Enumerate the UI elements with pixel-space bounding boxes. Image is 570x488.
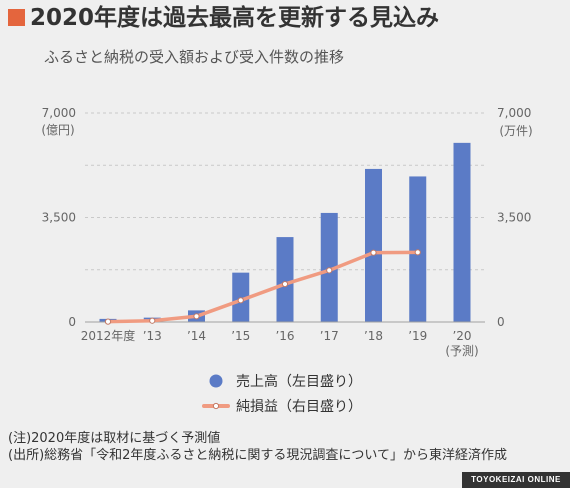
- line-series: [104, 249, 421, 325]
- line-point: [370, 249, 377, 256]
- line-series-points: [104, 249, 421, 325]
- left-axis: (億円) 0 3,500 7,000: [41, 106, 76, 329]
- line-point: [149, 317, 156, 324]
- x-tick-label: ’17: [320, 329, 339, 343]
- combo-chart: (億円) 0 3,500 7,000 (万件) 0 3,500 7,000 2012年度…: [41, 106, 533, 415]
- brand-footer: TOYOKEIZAI ONLINE: [462, 472, 570, 488]
- x-tick-label: ’15: [231, 329, 250, 343]
- line-point: [414, 249, 421, 256]
- line-point: [193, 313, 200, 320]
- x-tick-label: ’20: [452, 329, 471, 343]
- line-point: [326, 267, 333, 274]
- title-marker: [8, 9, 25, 26]
- x-tick-label: ’19: [408, 329, 427, 343]
- bar-series: [99, 142, 471, 322]
- left-tick-label: 0: [68, 315, 76, 329]
- footnotes: (注)2020年度は取材に基づく予測値 (出所)総務省「令和2年度ふるさと納税に…: [8, 430, 507, 464]
- right-tick-label: 0: [497, 315, 505, 329]
- left-tick-label: 7,000: [42, 106, 76, 120]
- legend-bar-label: 売上高（左目盛り）: [236, 373, 362, 390]
- bar: [453, 142, 471, 322]
- line-point: [104, 318, 112, 325]
- line-point: [281, 280, 289, 288]
- legend-item-bar: 売上高（左目盛り）: [209, 373, 362, 390]
- brand-label: TOYOKEIZAI ONLINE: [471, 475, 561, 484]
- right-tick-label: 3,500: [497, 211, 531, 225]
- right-axis: (万件) 0 3,500 7,000: [497, 106, 533, 329]
- source-footnote: (出所)総務省「令和2年度ふるさと納税に関する現況調査について」から東洋経済作成: [8, 448, 508, 463]
- x-tick-label: ’13: [143, 329, 162, 343]
- forecast-footnote: (注)2020年度は取材に基づく予測値: [8, 431, 221, 446]
- x-tick-label: ’18: [364, 329, 383, 343]
- left-axis-unit: (億円): [41, 123, 74, 137]
- legend: 売上高（左目盛り） 純損益（右目盛り）: [202, 373, 362, 415]
- line-series-path: [106, 250, 420, 324]
- x-axis-labels: 2012年度 ’13 ’14 ’15 ’16 ’17 ’18 ’19 ’20(予測): [81, 328, 479, 358]
- forecast-note: (予測): [445, 344, 478, 358]
- x-tick-label: 2012年度: [81, 328, 136, 343]
- chart-title: 2020年度は過去最高を更新する見込み: [30, 5, 440, 31]
- bar: [276, 237, 294, 322]
- x-tick-label: ’16: [275, 329, 294, 343]
- right-tick-label: 7,000: [497, 106, 531, 120]
- x-tick-label: ’14: [187, 329, 206, 343]
- legend-line-marker: [212, 402, 220, 410]
- legend-line-label: 純損益（右目盛り）: [236, 399, 362, 415]
- chart-subtitle: ふるさと納税の受入額および受入件数の推移: [44, 48, 345, 66]
- legend-bar-swatch: [209, 374, 223, 388]
- left-tick-label: 3,500: [42, 211, 76, 225]
- legend-item-line: 純損益（右目盛り）: [202, 399, 362, 415]
- bar: [365, 168, 382, 322]
- right-axis-unit: (万件): [499, 124, 532, 138]
- line-point: [237, 297, 244, 304]
